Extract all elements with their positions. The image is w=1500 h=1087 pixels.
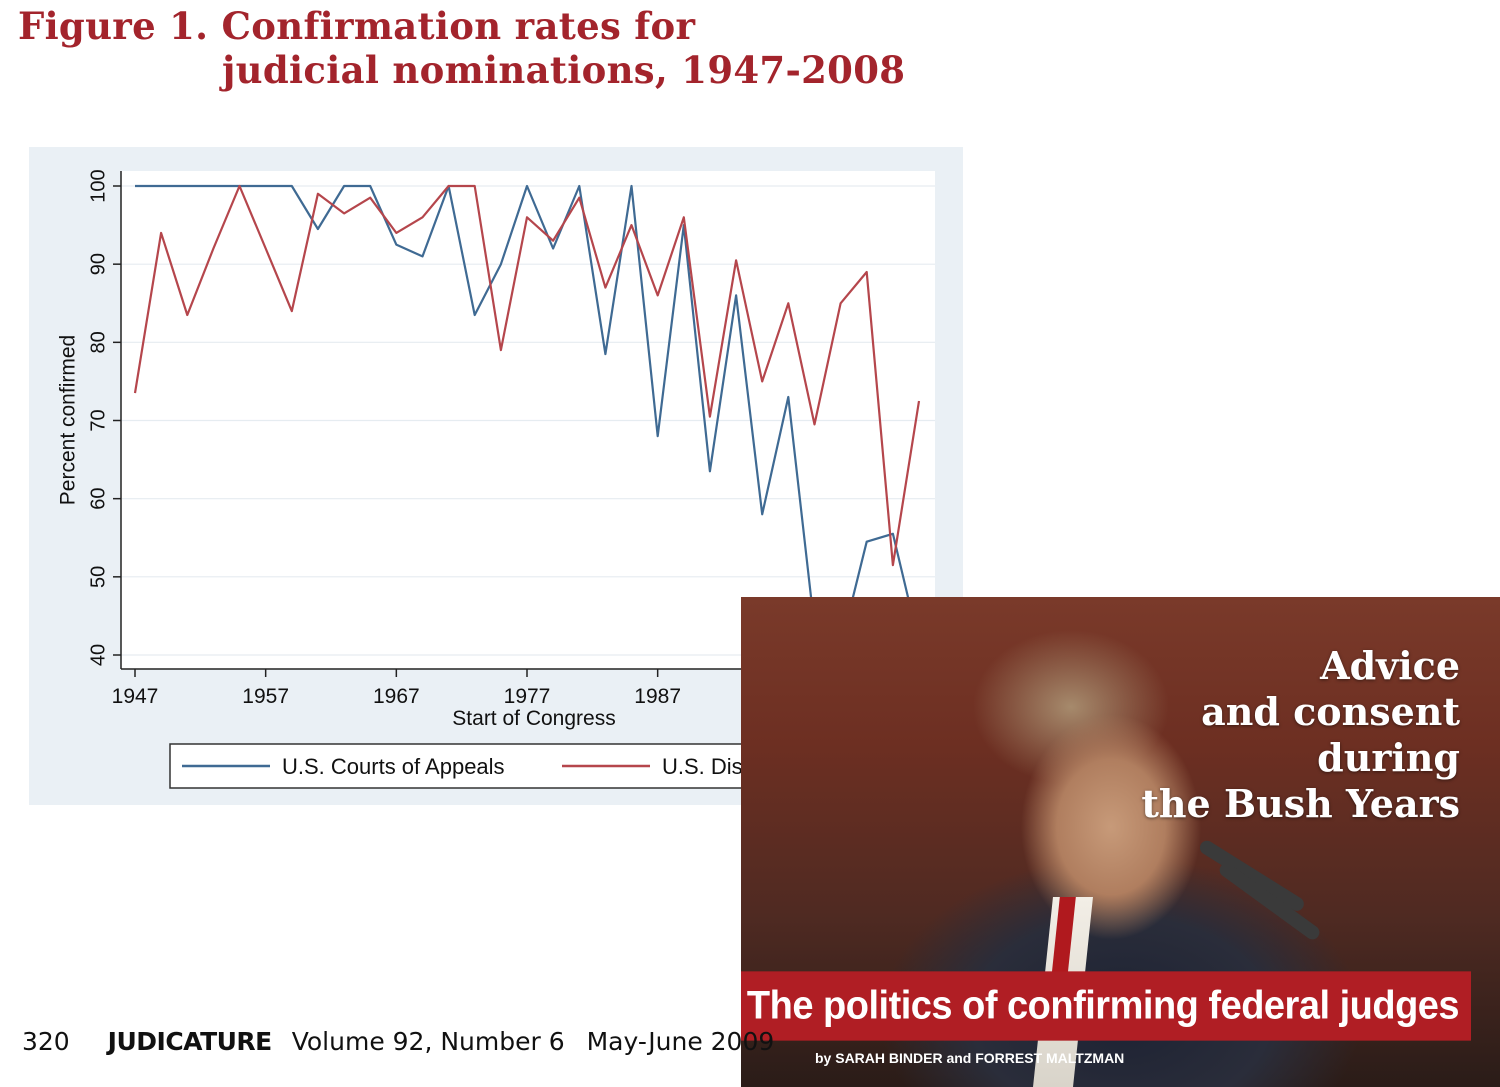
x-tick-label: 1957 bbox=[242, 685, 289, 708]
overlay-line: Advice bbox=[1320, 643, 1460, 688]
article-byline: by SARAH BINDER and FORREST MALTZMAN bbox=[815, 1050, 1125, 1066]
figure-title-line-1: Figure 1. Confirmation rates for bbox=[18, 4, 696, 48]
overlay-line: and consent bbox=[1201, 689, 1460, 734]
article-overlay-title: Advice and consent during the Bush Years bbox=[1141, 643, 1460, 827]
article-banner: The politics of confirming federal judge… bbox=[741, 971, 1471, 1041]
y-tick-label: 70 bbox=[87, 409, 109, 431]
overlay-line: during bbox=[1317, 735, 1460, 780]
microphone-icon bbox=[1197, 838, 1307, 914]
y-tick-label: 40 bbox=[87, 644, 109, 666]
figure-title: Figure 1. Confirmation rates for judicia… bbox=[18, 4, 905, 92]
x-axis-label: Start of Congress bbox=[452, 707, 615, 730]
page-number: 320 bbox=[22, 1027, 70, 1056]
figure-title-line-2: judicial nominations, 1947-2008 bbox=[222, 48, 906, 92]
article-photo: Advice and consent during the Bush Years… bbox=[741, 597, 1500, 1087]
legend-entry-appeals: U.S. Courts of Appeals bbox=[282, 754, 505, 779]
x-tick-label: 1967 bbox=[373, 685, 420, 708]
y-tick-label: 50 bbox=[87, 566, 109, 588]
y-tick-label: 100 bbox=[87, 169, 109, 202]
issue-date: May-June 2009 bbox=[586, 1027, 775, 1056]
overlay-line: the Bush Years bbox=[1141, 781, 1460, 826]
x-tick-label: 1987 bbox=[634, 685, 681, 708]
district-series-line bbox=[133, 184, 921, 567]
journal-name: JUDICATURE bbox=[107, 1027, 273, 1056]
issue-info: Volume 92, Number 6 bbox=[291, 1027, 565, 1056]
y-axis-label: Percent confirmed bbox=[57, 335, 80, 505]
y-tick-label: 60 bbox=[87, 488, 109, 510]
appeals-series-line bbox=[135, 184, 921, 649]
y-tick-label: 90 bbox=[87, 253, 109, 275]
y-tick-label: 80 bbox=[87, 331, 109, 353]
x-tick-label: 1947 bbox=[112, 685, 159, 708]
x-tick-label: 1977 bbox=[504, 685, 551, 708]
page-footer: 320 JUDICATURE Volume 92, Number 6 May-J… bbox=[22, 1027, 774, 1056]
microphone-icon bbox=[1216, 860, 1323, 943]
